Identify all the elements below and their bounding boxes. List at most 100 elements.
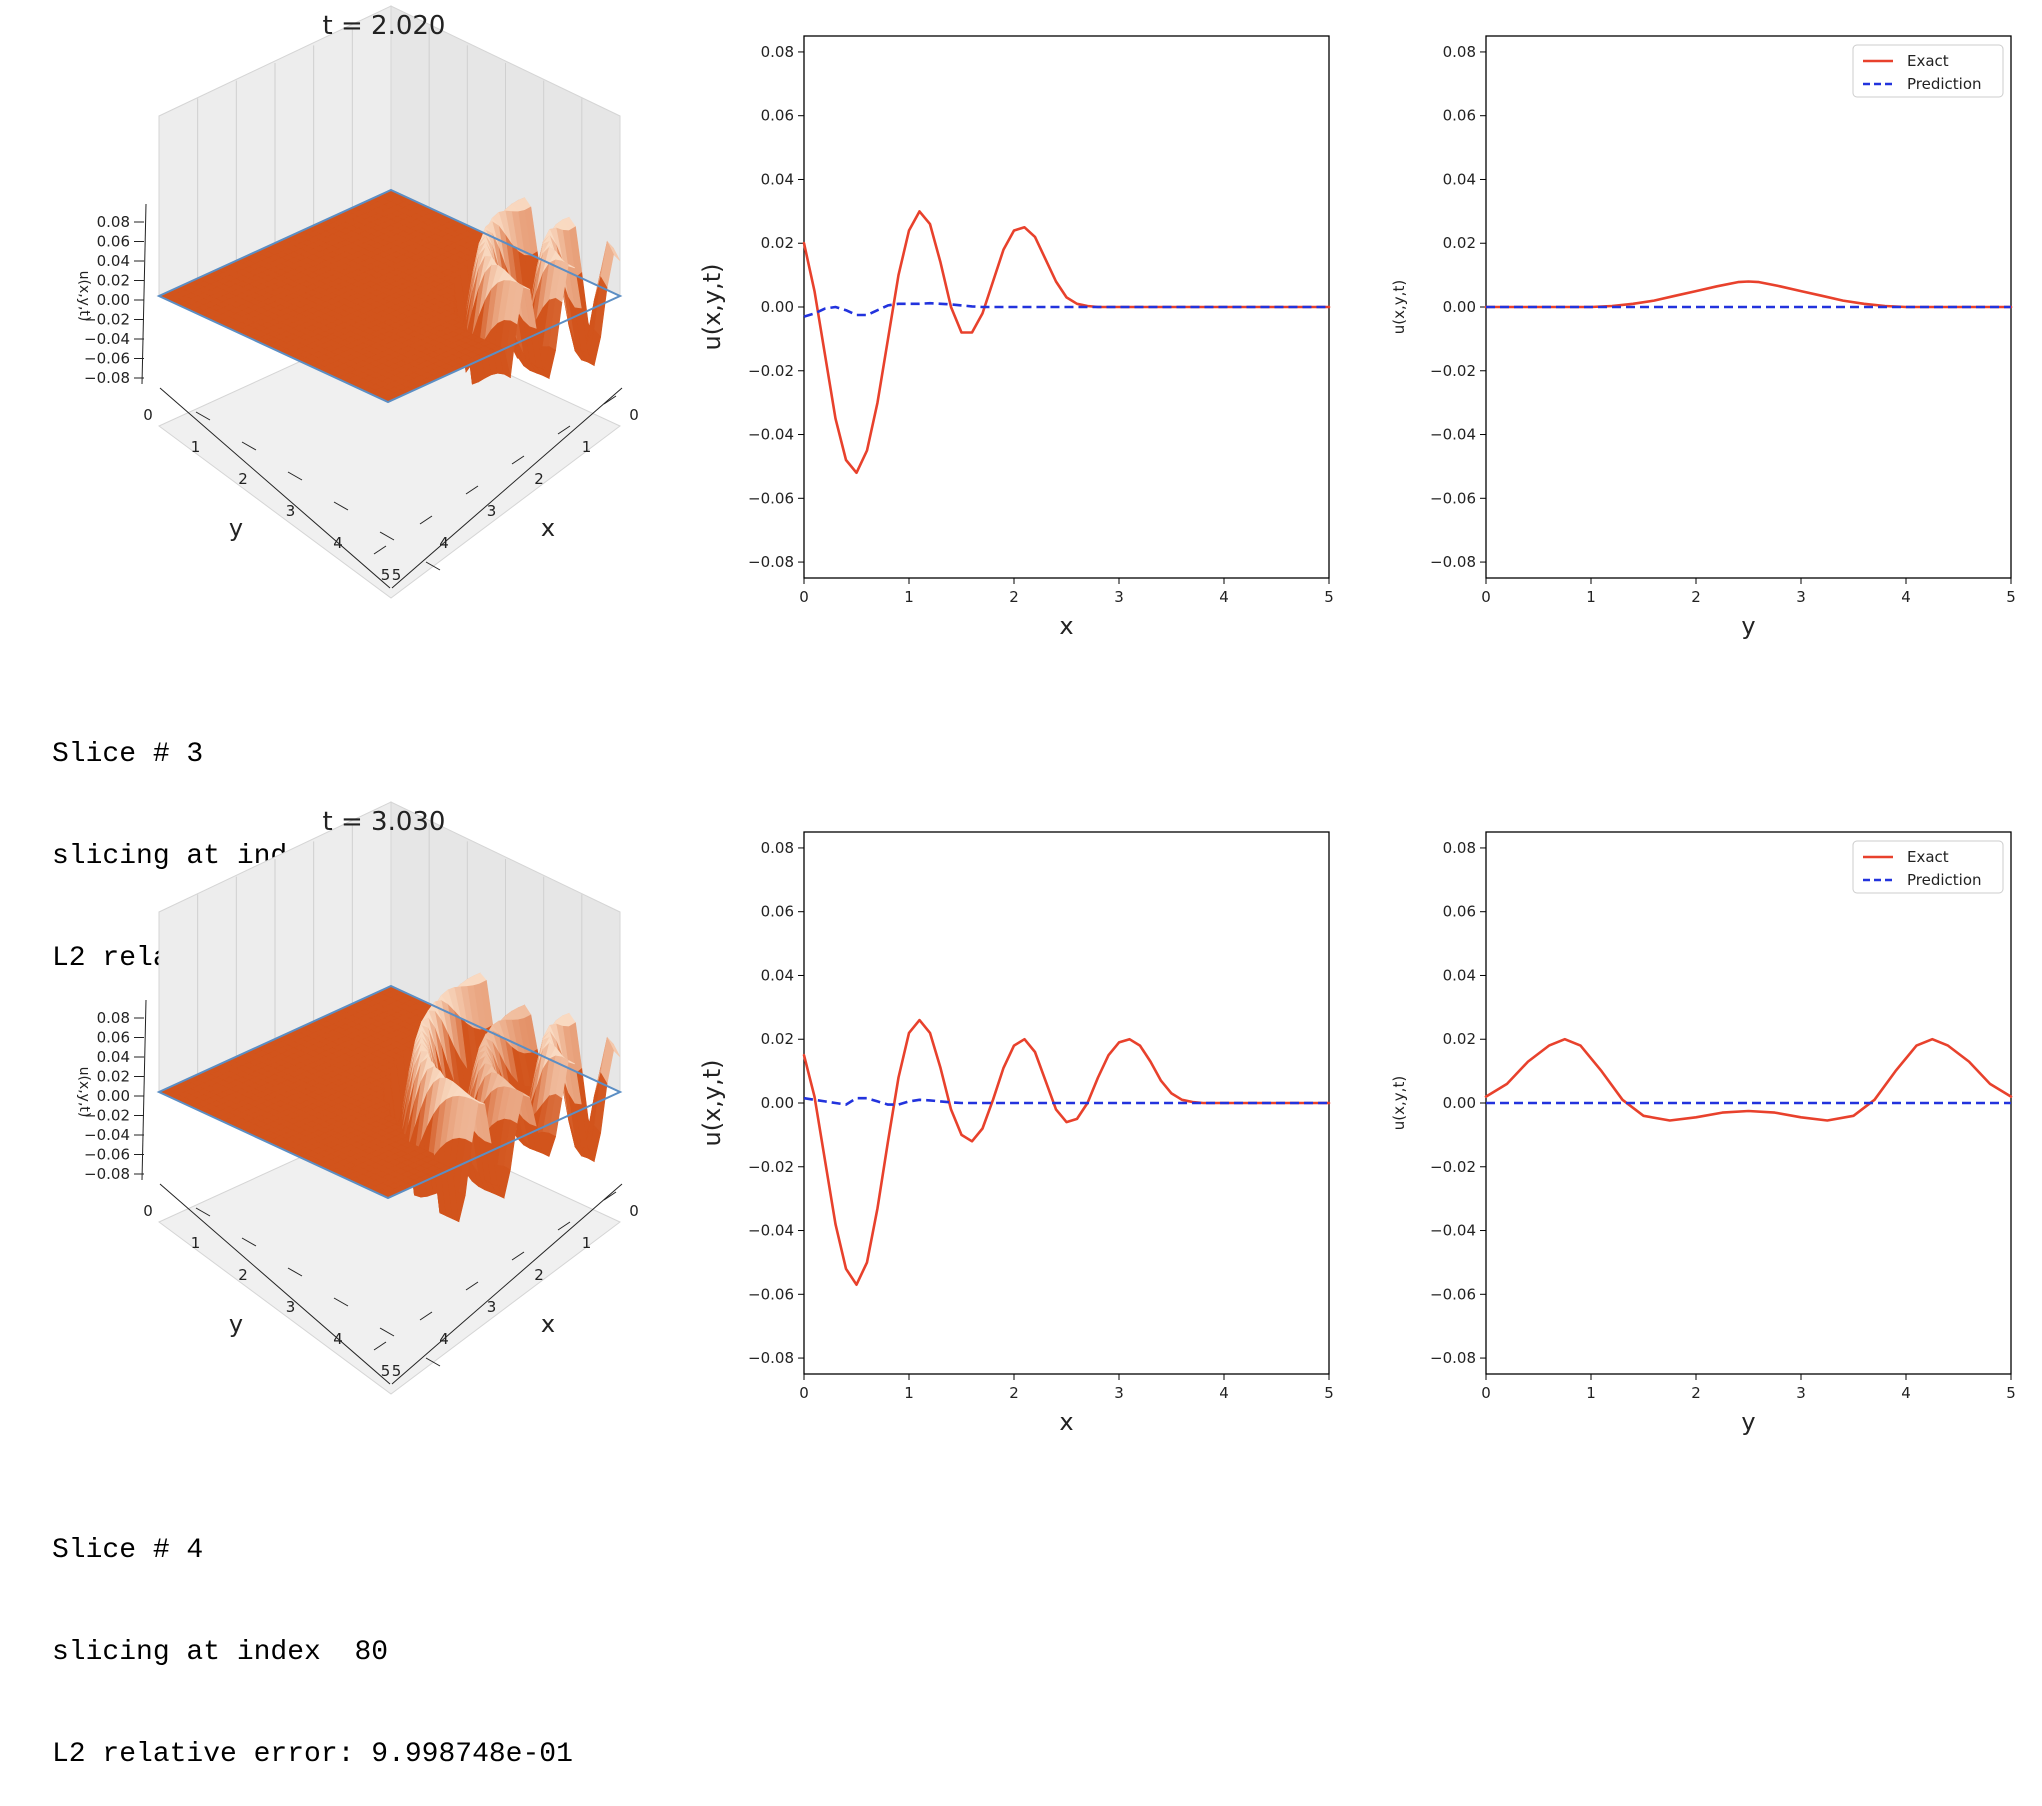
console-line: slicing at index 80: [52, 1637, 389, 1668]
y-tick-label: −0.02: [1430, 1158, 1476, 1176]
x-tick: [557, 1221, 571, 1231]
x-tick-label: 1: [1586, 588, 1596, 606]
y-tick-label: −0.08: [1430, 553, 1476, 571]
slice-y-plot: 0 1 2 3 4 5 0.08 0.06 0.04 0.02 0.00 −0.02 −0.04 −0.0…: [1390, 831, 2016, 1436]
y-tick-label: 0.04: [761, 170, 794, 188]
z-tick-label: 0.06: [97, 1029, 130, 1047]
legend-label: Exact: [1907, 848, 1949, 866]
console-line: L2 relative error: 9.998748e-01: [52, 1739, 573, 1770]
x-tick-label: 1: [1586, 1384, 1596, 1402]
y-tick-label: 0.00: [761, 298, 794, 316]
y-axis-label: u(x,y,t): [698, 263, 726, 350]
series-line-exact: [1484, 280, 2013, 309]
x-tick: [419, 1311, 433, 1321]
y-tick-label: 0.04: [1443, 966, 1476, 984]
y-tick-label: 0.06: [761, 903, 794, 921]
z-tick-label: 0.06: [97, 233, 130, 251]
y-tick-label: 0.02: [761, 234, 794, 252]
y-tick-label: 0.06: [761, 107, 794, 125]
x-tick-label: 3: [1114, 588, 1124, 606]
y-tick-label: 3: [286, 502, 296, 520]
y-tick-label: 0.08: [761, 43, 794, 61]
y-tick-label: −0.04: [748, 1222, 794, 1240]
y-tick: [425, 1357, 441, 1367]
y-axis-line: [159, 1183, 391, 1385]
surface-edge: [156, 984, 623, 1200]
z-tick-label: −0.08: [84, 1165, 130, 1183]
z-tick-label: −0.08: [84, 369, 130, 387]
legend-label: Prediction: [1907, 871, 1982, 889]
x-tick: [465, 1281, 479, 1291]
z-axis-line: [141, 203, 147, 385]
x-tick-label: 5: [2006, 588, 2016, 606]
x-tick-label: 1: [582, 438, 592, 456]
y-tick-label: 0: [143, 406, 153, 424]
z-tick-label: 0.02: [97, 272, 130, 290]
slice-x-plot: 0 1 2 3 4 5 0.08 0.06 0.04 0.02 0.00 −0.02 −0.04 −0.0…: [698, 35, 1334, 640]
x-tick-label: 5: [392, 566, 402, 584]
y-tick: [379, 531, 395, 541]
y-tick-label: 0.06: [1443, 107, 1476, 125]
y-tick: [287, 1267, 303, 1277]
x-tick-label: 5: [1324, 588, 1334, 606]
x-tick: [373, 545, 387, 555]
x-tick-label: 2: [534, 1266, 544, 1284]
x-tick-label: 2: [1691, 588, 1701, 606]
x-tick-label: 1: [904, 588, 914, 606]
x-tick-label: 3: [1114, 1384, 1124, 1402]
x-tick-label: 1: [904, 1384, 914, 1402]
y-tick-label: 1: [191, 1234, 201, 1252]
y-tick-label: −0.08: [1430, 1349, 1476, 1367]
x-tick-label: 0: [1481, 588, 1491, 606]
x-tick-label: 3: [487, 502, 497, 520]
y-tick-label: −0.04: [1430, 426, 1476, 444]
series-line-prediction: [803, 1096, 1329, 1106]
x-tick-label: 0: [629, 406, 639, 424]
y-axis-label: y: [229, 1310, 243, 1338]
y-tick: [241, 1237, 257, 1247]
x-tick-label: 1: [582, 1234, 592, 1252]
y-tick-label: −0.04: [1430, 1222, 1476, 1240]
x-tick-label: 2: [1691, 1384, 1701, 1402]
y-tick: [333, 501, 349, 511]
x-tick: [603, 1191, 617, 1201]
y-tick-label: −0.06: [1430, 489, 1476, 507]
y-tick: [425, 561, 441, 571]
x-tick-label: 4: [1219, 588, 1229, 606]
surface-plot-3d: 0.08 0.060.04 0.020.00 −0.02−0.04 −0.06−0.08…: [76, 5, 639, 599]
z-tick-label: 0.00: [97, 291, 130, 309]
y-tick-label: 0.08: [761, 839, 794, 857]
x-tick-label: 3: [1796, 1384, 1806, 1402]
z-axis-label: u(x,y,t): [76, 1067, 92, 1118]
x-tick-label: 0: [629, 1202, 639, 1220]
y-tick: [195, 1207, 211, 1217]
y-tick-label: −0.08: [748, 553, 794, 571]
x-tick-label: 2: [534, 470, 544, 488]
x-tick-label: 4: [1901, 588, 1911, 606]
y-tick: [333, 1297, 349, 1307]
y-axis-label: u(x,y,t): [1390, 1076, 1408, 1130]
x-axis-line: [391, 1183, 623, 1385]
x-tick: [557, 425, 571, 435]
x-tick: [511, 1251, 525, 1261]
y-tick-label: −0.02: [748, 362, 794, 380]
surface-mesh: [158, 972, 621, 1223]
x-tick-label: 5: [1324, 1384, 1334, 1402]
y-tick-label: 2: [238, 470, 248, 488]
x-tick-label: 5: [2006, 1384, 2016, 1402]
y-axis-label: y: [229, 514, 243, 542]
z-tick-label: −0.04: [84, 330, 130, 348]
x-tick-label: 0: [799, 588, 809, 606]
z-tick-label: −0.02: [84, 311, 130, 329]
y-axis-label: u(x,y,t): [698, 1059, 726, 1146]
x-tick-label: 4: [1901, 1384, 1911, 1402]
x-axis-line: [391, 387, 623, 589]
z-tick-label: 0.04: [97, 1048, 130, 1066]
z-tick-label: 0.08: [97, 213, 130, 231]
series-line-exact: [802, 1018, 1331, 1286]
x-tick: [373, 1341, 387, 1351]
x-tick: [465, 485, 479, 495]
x-tick: [603, 395, 617, 405]
z-tick-label: 0.02: [97, 1068, 130, 1086]
plot-title: t = 2.020: [323, 11, 446, 41]
